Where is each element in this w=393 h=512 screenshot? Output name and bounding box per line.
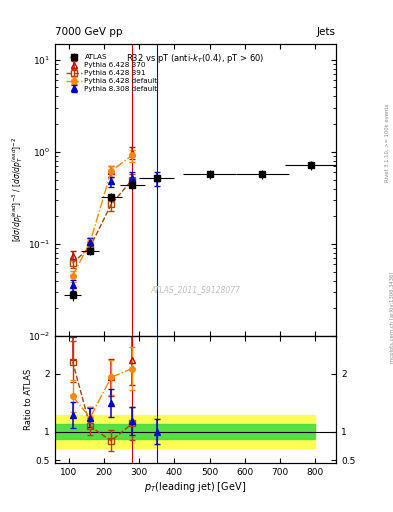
Text: Rivet 3.1.10, >= 100k events: Rivet 3.1.10, >= 100k events	[385, 104, 389, 182]
X-axis label: $p_T$(leading jet) [GeV]: $p_T$(leading jet) [GeV]	[145, 480, 246, 494]
Text: 7000 GeV pp: 7000 GeV pp	[55, 27, 123, 37]
Text: R32 vs pT (anti-$k_T$(0.4), pT > 60): R32 vs pT (anti-$k_T$(0.4), pT > 60)	[126, 52, 265, 66]
Y-axis label: Ratio to ATLAS: Ratio to ATLAS	[24, 369, 33, 431]
Text: mcplots.cern.ch [arXiv:1306.3436]: mcplots.cern.ch [arXiv:1306.3436]	[390, 272, 393, 363]
Legend: ATLAS, Pythia 6.428 370, Pythia 6.428 391, Pythia 6.428 default, Pythia 8.308 de: ATLAS, Pythia 6.428 370, Pythia 6.428 39…	[64, 53, 159, 93]
Y-axis label: $[d\sigma/dp_T^{lead}]^{-3}\ /\ [d\sigma/dp_T^{lead}]^{-2}$: $[d\sigma/dp_T^{lead}]^{-3}\ /\ [d\sigma…	[10, 137, 25, 242]
Text: ATLAS_2011_S9128077: ATLAS_2011_S9128077	[151, 285, 241, 294]
Text: Jets: Jets	[317, 27, 336, 37]
